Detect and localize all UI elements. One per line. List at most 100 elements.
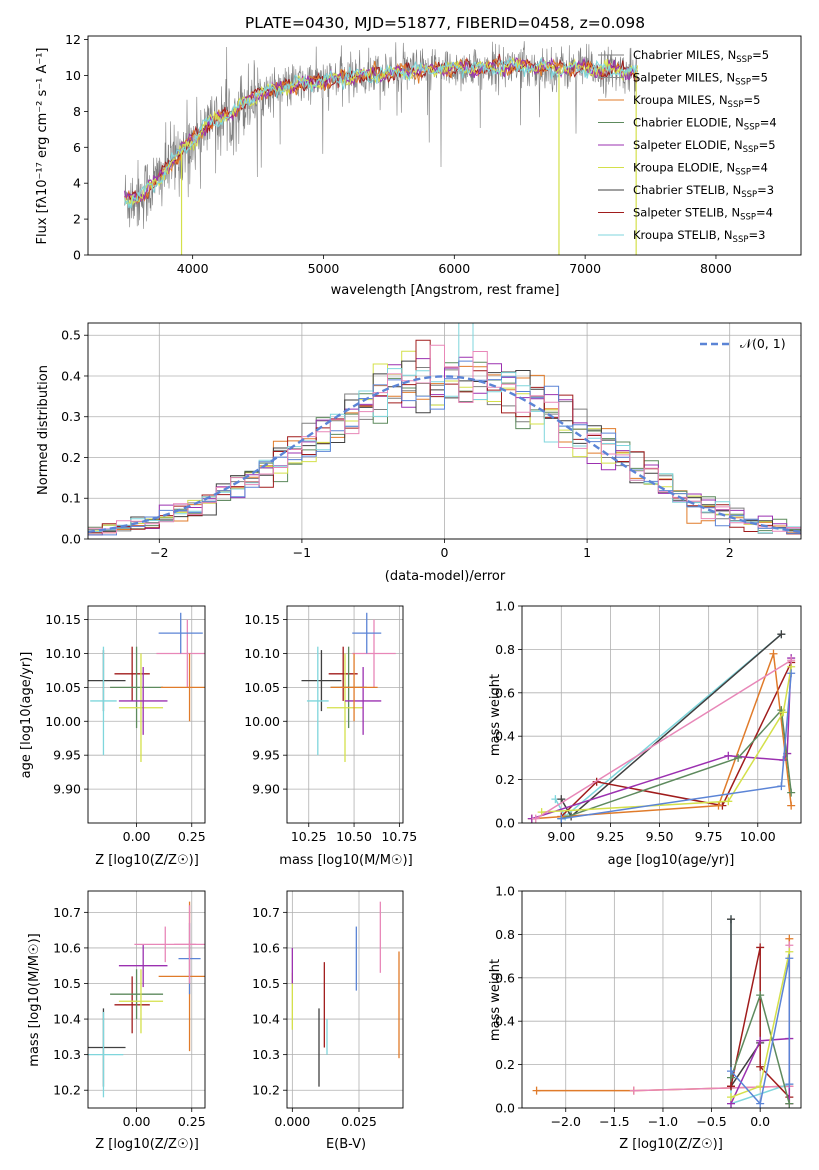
age_vs_z-ytick-label: 10.10 bbox=[45, 646, 81, 661]
mass_vs_ebv-xtick-label: 0.000 bbox=[274, 1114, 310, 1129]
spectrum-ytick-label: 4 bbox=[73, 176, 81, 191]
spectrum-ytick-label: 6 bbox=[73, 140, 81, 155]
residuals-ytick-label: 0.2 bbox=[61, 450, 81, 465]
age_vs_mass-ytick-label: 10.15 bbox=[244, 612, 280, 627]
age-vs-mass-xlabel: mass [log10(M/M☉)] bbox=[279, 853, 412, 868]
spectrum-ytick-label: 8 bbox=[73, 104, 81, 119]
mass_vs_z-ytick-label: 10.5 bbox=[53, 976, 81, 991]
mass_weight_vs_age-series-line bbox=[561, 708, 792, 820]
mass_weight_vs_age-marker bbox=[787, 656, 796, 665]
legend-rest: =4 bbox=[756, 206, 773, 220]
legend-sub: SSP bbox=[744, 123, 760, 133]
mass_weight_vs_z-marker bbox=[785, 1080, 794, 1089]
mass_weight_vs_z-xtick-label: −0.5 bbox=[696, 1114, 726, 1129]
residuals-ytick-label: 0.3 bbox=[61, 409, 81, 424]
legend-sub: SSP bbox=[735, 168, 751, 178]
legend-label: Salpeter MILES, NSSP=5 bbox=[633, 71, 768, 88]
mass_weight_vs_z-xtick-label: 0.0 bbox=[750, 1114, 770, 1129]
spectrum-xtick-label: 7000 bbox=[569, 261, 601, 276]
age_vs_mass-ytick-label: 9.95 bbox=[252, 748, 280, 763]
mass_weight_vs_z-marker bbox=[532, 1086, 541, 1095]
residuals-xtick-label: −1 bbox=[293, 545, 311, 560]
mass-vs-z-ylabel: mass [log10(M/M☉)] bbox=[27, 933, 42, 1066]
mass_weight_vs_age-ytick-label: 0.2 bbox=[495, 772, 515, 787]
residuals-marks bbox=[88, 323, 801, 536]
age_vs_mass-ytick-label: 10.05 bbox=[244, 680, 280, 695]
mass_weight_vs_age-marker bbox=[557, 795, 566, 804]
residuals-ytick-label: 0.0 bbox=[61, 532, 81, 547]
mass_vs_z-ytick-label: 10.2 bbox=[53, 1083, 81, 1098]
mass-vs-z-xlabel: Z [log10(Z/Z☉)] bbox=[95, 1137, 199, 1152]
residual-hist-step bbox=[88, 360, 801, 536]
spectrum-axes: 4000 5000 6000 7000 8000 0 2 4 6 8 10 12 bbox=[65, 32, 732, 276]
mass_weight_vs_age-ytick-label: 1.0 bbox=[495, 599, 515, 614]
spectrum-xtick-label: 6000 bbox=[438, 261, 470, 276]
legend-label: Salpeter STELIB, NSSP=4 bbox=[633, 206, 773, 223]
residuals-xtick-label: 0 bbox=[441, 545, 449, 560]
legend-label: Salpeter ELODIE, NSSP=5 bbox=[633, 138, 776, 155]
spectrum-xtick-label: 4000 bbox=[177, 261, 209, 276]
legend-rest: =5 bbox=[752, 48, 769, 62]
mass_weight_vs_z-marks bbox=[532, 915, 794, 1108]
mass_vs_z-ytick-label: 10.3 bbox=[53, 1047, 81, 1062]
mass_weight_vs_age-series-line bbox=[531, 653, 792, 820]
mass_weight_vs_age-series-line bbox=[535, 659, 792, 820]
legend-rest: =4 bbox=[751, 161, 768, 175]
legend-label: Chabrier STELIB, NSSP=3 bbox=[633, 183, 774, 200]
mw-vs-age-ylabel: mass weight bbox=[488, 674, 503, 756]
mass_weight_vs_age-ytick-label: 0.8 bbox=[495, 642, 515, 657]
mass_vs_ebv-ytick-label: 10.4 bbox=[252, 1012, 280, 1027]
age_vs_mass-axes: 10.25 10.50 10.75 9.90 9.95 10.00 10.05 10.10 10… bbox=[244, 606, 417, 844]
mass_weight_vs_age-marker bbox=[557, 814, 566, 823]
age_vs_mass-xtick-label: 10.25 bbox=[291, 829, 327, 844]
residuals-xtick-label: −2 bbox=[150, 545, 168, 560]
mass_weight_vs_age-xtick-label: 9.00 bbox=[547, 829, 575, 844]
mass_weight_vs_age-xtick-label: 9.75 bbox=[695, 829, 723, 844]
spectrum-title: PLATE=0430, MJD=51877, FIBERID=0458, z=0… bbox=[245, 14, 645, 32]
mass_weight_vs_age-ytick-label: 0.6 bbox=[495, 685, 515, 700]
spectrum-ytick-label: 10 bbox=[65, 68, 81, 83]
residuals-ytick-label: 0.1 bbox=[61, 491, 81, 506]
mass_vs_ebv-ytick-label: 10.5 bbox=[252, 976, 280, 991]
mass_vs_ebv-ytick-label: 10.2 bbox=[252, 1083, 280, 1098]
spectrum-xlabel: wavelength [Angstrom, rest frame] bbox=[331, 283, 560, 298]
mass_weight_vs_age-marker bbox=[777, 782, 786, 791]
mass_weight_vs_z-ytick-label: 0.2 bbox=[495, 1057, 515, 1072]
age-vs-z-xlabel: Z [log10(Z/Z☉)] bbox=[95, 853, 199, 868]
mass_weight_vs_z-marker bbox=[785, 1099, 794, 1108]
legend-rest: =5 bbox=[751, 71, 768, 85]
spectrum-legend: Chabrier MILES, NSSP=5 Salpeter MILES, NS… bbox=[598, 48, 777, 245]
mass_weight_vs_z-marker bbox=[785, 954, 794, 963]
mass_weight_vs_z-marker bbox=[756, 1062, 765, 1071]
mass_vs_z-marks bbox=[88, 901, 205, 1098]
mass_weight_vs_z-ytick-label: 1.0 bbox=[495, 884, 515, 899]
mass_weight_vs_age-xtick-label: 9.50 bbox=[646, 829, 674, 844]
mass_weight_vs_age-marker bbox=[787, 788, 796, 797]
age_vs_z-ytick-label: 9.95 bbox=[53, 748, 81, 763]
spectrum-ytick-label: 2 bbox=[73, 212, 81, 227]
mass_weight_vs_age-marker bbox=[777, 630, 786, 639]
age_vs_z-ytick-label: 9.90 bbox=[53, 782, 81, 797]
mass_weight_vs_age-marker bbox=[714, 801, 723, 810]
legend-sub: SSP bbox=[743, 145, 759, 155]
age_vs_z-ytick-label: 10.05 bbox=[45, 680, 81, 695]
age_vs_mass-xtick-label: 10.50 bbox=[336, 829, 372, 844]
legend-sub: SSP bbox=[733, 235, 749, 245]
mass_weight_vs_z-marker bbox=[756, 943, 765, 952]
mass_vs_z-xtick-label: 0.25 bbox=[178, 1114, 206, 1129]
age_vs_z-ytick-label: 10.15 bbox=[45, 612, 81, 627]
mass_weight_vs_age-frame bbox=[521, 605, 802, 824]
mass_weight_vs_age-marker bbox=[531, 814, 540, 823]
legend-label: Kroupa ELODIE, NSSP=4 bbox=[633, 161, 768, 178]
spectrum-ytick-label: 0 bbox=[73, 248, 81, 263]
mass_vs_z-ytick-label: 10.7 bbox=[53, 905, 81, 920]
spectrum-xtick-label: 8000 bbox=[700, 261, 732, 276]
age_vs_z-frame bbox=[87, 605, 206, 824]
mass_vs_ebv-frame bbox=[286, 890, 404, 1109]
spectrum-frame bbox=[87, 35, 802, 256]
legend-rest: =3 bbox=[757, 183, 774, 197]
residuals-ytick-label: 0.4 bbox=[61, 368, 81, 383]
spectrum-model-line bbox=[124, 56, 638, 206]
age_vs_mass-marks bbox=[301, 612, 396, 762]
